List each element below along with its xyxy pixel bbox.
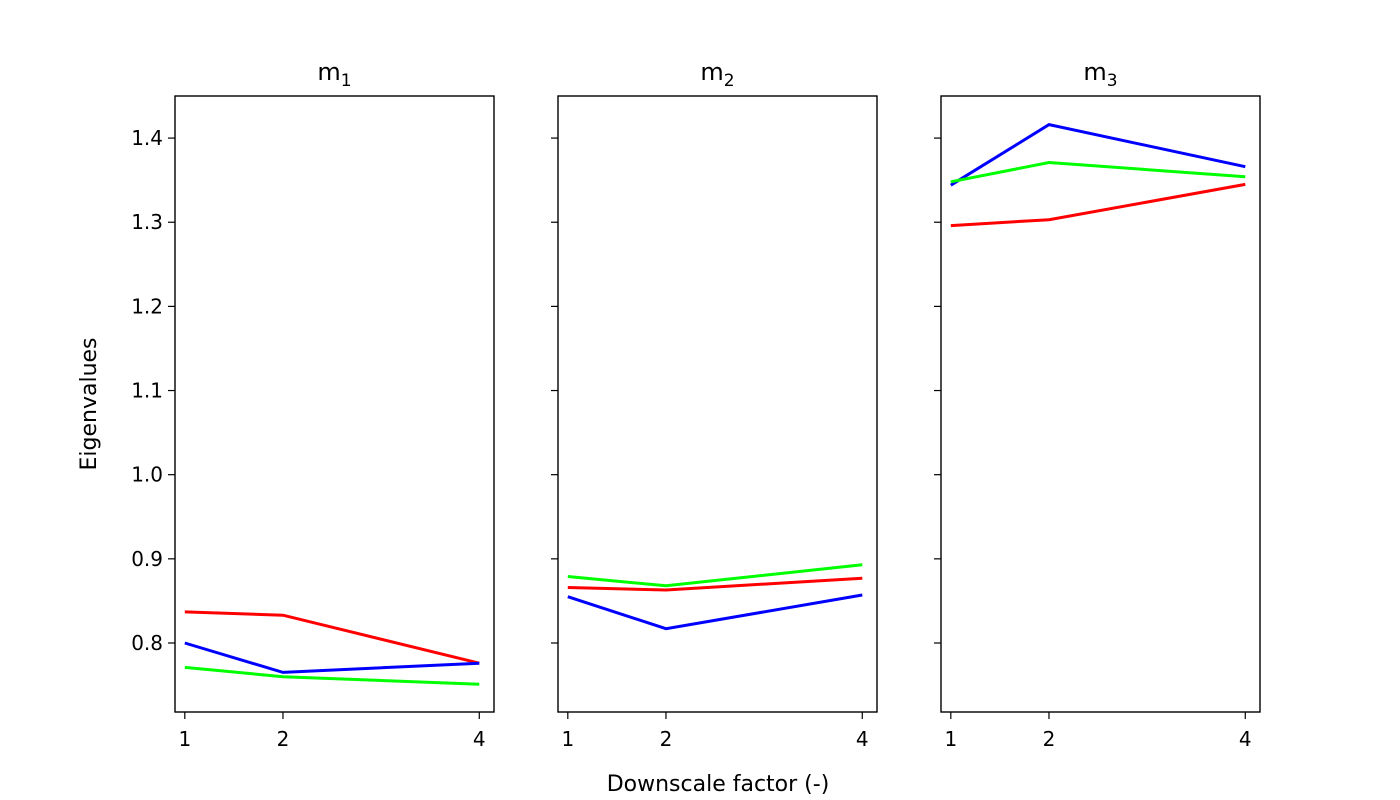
x-tick-label: 4 (856, 727, 869, 751)
y-tick-label: 1.1 (131, 379, 163, 403)
series-line-1 (184, 610, 480, 665)
x-tick-label: 2 (277, 727, 290, 751)
x-tick-label: 2 (1043, 727, 1056, 751)
subplot-title-main: m (1083, 58, 1106, 86)
series-line-1 (567, 563, 863, 588)
subplot-3: m3 1 2 4 (934, 58, 1261, 751)
y-tick-label: 1.0 (131, 463, 163, 487)
x-tick-label: 4 (473, 727, 486, 751)
series-line-2 (184, 641, 480, 674)
x-tick-label: 1 (561, 727, 574, 751)
subplot-title-subscript: 1 (341, 71, 352, 91)
subplot-title-subscript: 3 (1107, 71, 1118, 91)
series-line-3 (567, 593, 863, 631)
y-tick-label: 1.2 (131, 294, 163, 318)
plot-frame (174, 95, 495, 713)
subplot-title: m2 (700, 58, 734, 91)
subplot-title: m1 (317, 58, 351, 91)
y-tick-label: 0.8 (131, 631, 163, 655)
x-tick-label: 4 (1239, 727, 1252, 751)
series-line-2 (567, 576, 863, 592)
plot-frame (557, 95, 878, 713)
series-line-3 (950, 182, 1246, 228)
y-tick-label: 1.3 (131, 210, 163, 234)
subplot-title-main: m (317, 58, 340, 86)
x-tick-label: 1 (944, 727, 957, 751)
series-line-1 (950, 123, 1246, 187)
subplot-title-subscript: 2 (724, 71, 735, 91)
y-tick-label: 0.9 (131, 547, 163, 571)
x-axis-label: Downscale factor (-) (607, 772, 830, 797)
x-tick-label: 2 (660, 727, 673, 751)
x-tick-label: 1 (178, 727, 191, 751)
subplot-1: m10.80.91.01.11.21.31.41 2 4 (131, 58, 495, 751)
plot-frame (940, 95, 1261, 713)
series-line-2 (950, 160, 1246, 184)
subplot-title: m3 (1083, 58, 1117, 91)
subplot-2: m21 2 4 (551, 58, 878, 751)
y-axis-label: Eigenvalues (77, 337, 102, 470)
subplot-title-main: m (700, 58, 723, 86)
series-line-3 (184, 665, 480, 686)
y-tick-label: 1.4 (131, 126, 163, 150)
